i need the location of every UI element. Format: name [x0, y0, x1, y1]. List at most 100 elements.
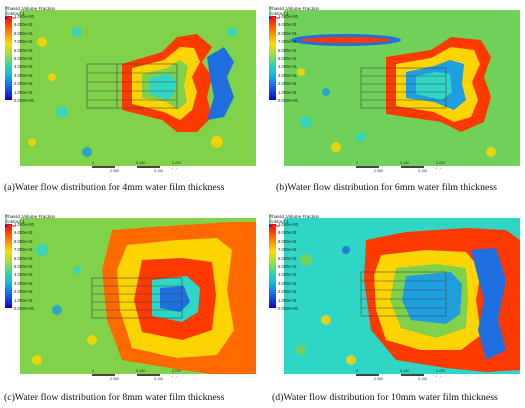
tick: 9.000e-01	[278, 230, 297, 236]
tick: 2.000e-01	[14, 81, 33, 87]
legend-title-c: Phase2.Volume Fraction	[5, 214, 56, 219]
scale-label: 0.150	[154, 377, 163, 381]
tick: 1.000e+00	[278, 14, 298, 19]
axis-triad-icon	[4, 6, 16, 20]
colorbar-c	[5, 224, 12, 308]
tick: 2.000e-01	[278, 289, 297, 295]
scale-label: 0.050	[374, 377, 383, 381]
tick: 3.000e-01	[14, 72, 33, 78]
legend-subtitle-c: Contour 1	[5, 219, 25, 224]
scale-bar-line	[92, 166, 182, 168]
legend-b: Phase2.Volume Fraction Contour 1	[269, 6, 319, 16]
scale-bar-line	[356, 374, 446, 376]
legend-a: Phase2.Volume Fraction Contour 1	[5, 6, 55, 16]
scale-label: 0	[356, 161, 358, 165]
contour-panel-a: Phase2.Volume Fraction Contour 1 1.000e+…	[2, 2, 260, 178]
tick: 3.000e-01	[278, 280, 297, 286]
tick: 1.000e+00	[14, 222, 34, 227]
tick: 4.000e-01	[278, 272, 297, 278]
scale-bar-d: 0 0.100 0.200 (m) 0.050 0.150	[356, 369, 446, 381]
tick: 1.000e+00	[278, 222, 298, 227]
tick: 6.000e-01	[14, 255, 33, 261]
tick: 9.000e-01	[278, 22, 297, 28]
tick: 5.000e-01	[278, 263, 297, 269]
tick: 1.000e-01	[14, 89, 33, 95]
colorbar-ticks-c: 1.000e+00 9.000e-01 8.000e-01 7.000e-01 …	[14, 222, 34, 314]
tick: 9.000e-01	[14, 22, 33, 28]
legend-c: Phase2.Volume Fraction Contour 1	[5, 214, 55, 224]
contour-panel-c: Phase2.Volume Fraction Contour 1 1.000e+…	[2, 210, 260, 386]
axis-triad-icon	[268, 214, 280, 228]
scale-label: 0.050	[110, 377, 119, 381]
scale-label: 0.100	[400, 369, 409, 373]
legend-subtitle-b: Contour 1	[269, 11, 289, 16]
scale-bar-c: 0 0.100 0.200 (m) 0.050 0.150	[92, 369, 182, 381]
tick: 1.000e-01	[14, 297, 33, 303]
scale-bar-line	[92, 374, 182, 376]
legend-d: Phase2.Volume Fraction Contour 1	[269, 214, 319, 224]
scale-bar-line	[356, 166, 446, 168]
legend-title-a: Phase2.Volume Fraction	[5, 6, 56, 11]
tick: 0.000e+00	[278, 305, 298, 311]
tick: 0.000e+00	[278, 97, 298, 103]
caption-c: (c)Water flow distribution for 8mm water…	[4, 392, 225, 403]
tick: 3.000e-01	[278, 72, 297, 78]
legend-title-b: Phase2.Volume Fraction	[269, 6, 320, 11]
tick: 5.000e-01	[14, 55, 33, 61]
tick: 6.000e-01	[278, 47, 297, 53]
caption-d: (d)Water flow distribution for 10mm wate…	[272, 392, 498, 403]
contour-plot-a	[2, 2, 260, 178]
tick: 1.000e+00	[14, 14, 34, 19]
tick: 0.000e+00	[14, 97, 34, 103]
contour-plot-b	[266, 2, 524, 178]
tick: 7.000e-01	[14, 247, 33, 253]
tick: 3.000e-01	[14, 280, 33, 286]
scale-label: 0.100	[400, 161, 409, 165]
colorbar-b	[269, 16, 276, 100]
legend-subtitle-d: Contour 1	[269, 219, 289, 224]
scale-label: 0.150	[418, 377, 427, 381]
scale-label: 0	[356, 369, 358, 373]
caption-a: (a)Water flow distribution for 4mm water…	[4, 182, 225, 193]
contour-panel-b: Phase2.Volume Fraction Contour 1 1.000e+…	[266, 2, 524, 178]
tick: 4.000e-01	[14, 272, 33, 278]
colorbar-ticks-a: 1.000e+00 9.000e-01 8.000e-01 7.000e-01 …	[14, 14, 34, 106]
tick: 4.000e-01	[14, 64, 33, 70]
tick: 8.000e-01	[14, 30, 33, 36]
tick: 7.000e-01	[278, 39, 297, 45]
caption-b: (b)Water flow distribution for 6mm water…	[276, 182, 497, 193]
tick: 9.000e-01	[14, 230, 33, 236]
tick: 7.000e-01	[278, 247, 297, 253]
scale-label: 0	[92, 369, 94, 373]
tick: 1.000e-01	[278, 89, 297, 95]
contour-plot-c	[2, 210, 260, 386]
scale-label: 0.050	[374, 169, 383, 173]
scale-label: 0.150	[154, 169, 163, 173]
colorbar-d	[269, 224, 276, 308]
colorbar-ticks-b: 1.000e+00 9.000e-01 8.000e-01 7.000e-01 …	[278, 14, 298, 106]
scale-label: 0	[92, 161, 94, 165]
tick: 4.000e-01	[278, 64, 297, 70]
legend-subtitle-a: Contour 1	[5, 11, 25, 16]
tick: 5.000e-01	[278, 55, 297, 61]
tick: 5.000e-01	[14, 263, 33, 269]
tick: 7.000e-01	[14, 39, 33, 45]
colorbar-ticks-d: 1.000e+00 9.000e-01 8.000e-01 7.000e-01 …	[278, 222, 298, 314]
scale-label: 0.100	[136, 369, 145, 373]
contour-panel-d: Phase2.Volume Fraction Contour 1 1.000e+…	[266, 210, 524, 386]
tick: 0.000e+00	[14, 305, 34, 311]
scale-label: 0.050	[110, 169, 119, 173]
tick: 1.000e-01	[278, 297, 297, 303]
tick: 6.000e-01	[14, 47, 33, 53]
axis-triad-icon	[4, 214, 16, 228]
tick: 2.000e-01	[14, 289, 33, 295]
scale-bar-a: 0 0.100 0.200 (m) 0.050 0.150	[92, 161, 182, 173]
scale-label: 0.150	[418, 169, 427, 173]
tick: 8.000e-01	[278, 238, 297, 244]
tick: 6.000e-01	[278, 255, 297, 261]
scale-label: 0.100	[136, 161, 145, 165]
legend-title-d: Phase2.Volume Fraction	[269, 214, 320, 219]
tick: 8.000e-01	[278, 30, 297, 36]
contour-plot-d	[266, 210, 524, 386]
scale-bar-b: 0 0.100 0.200 (m) 0.050 0.150	[356, 161, 446, 173]
